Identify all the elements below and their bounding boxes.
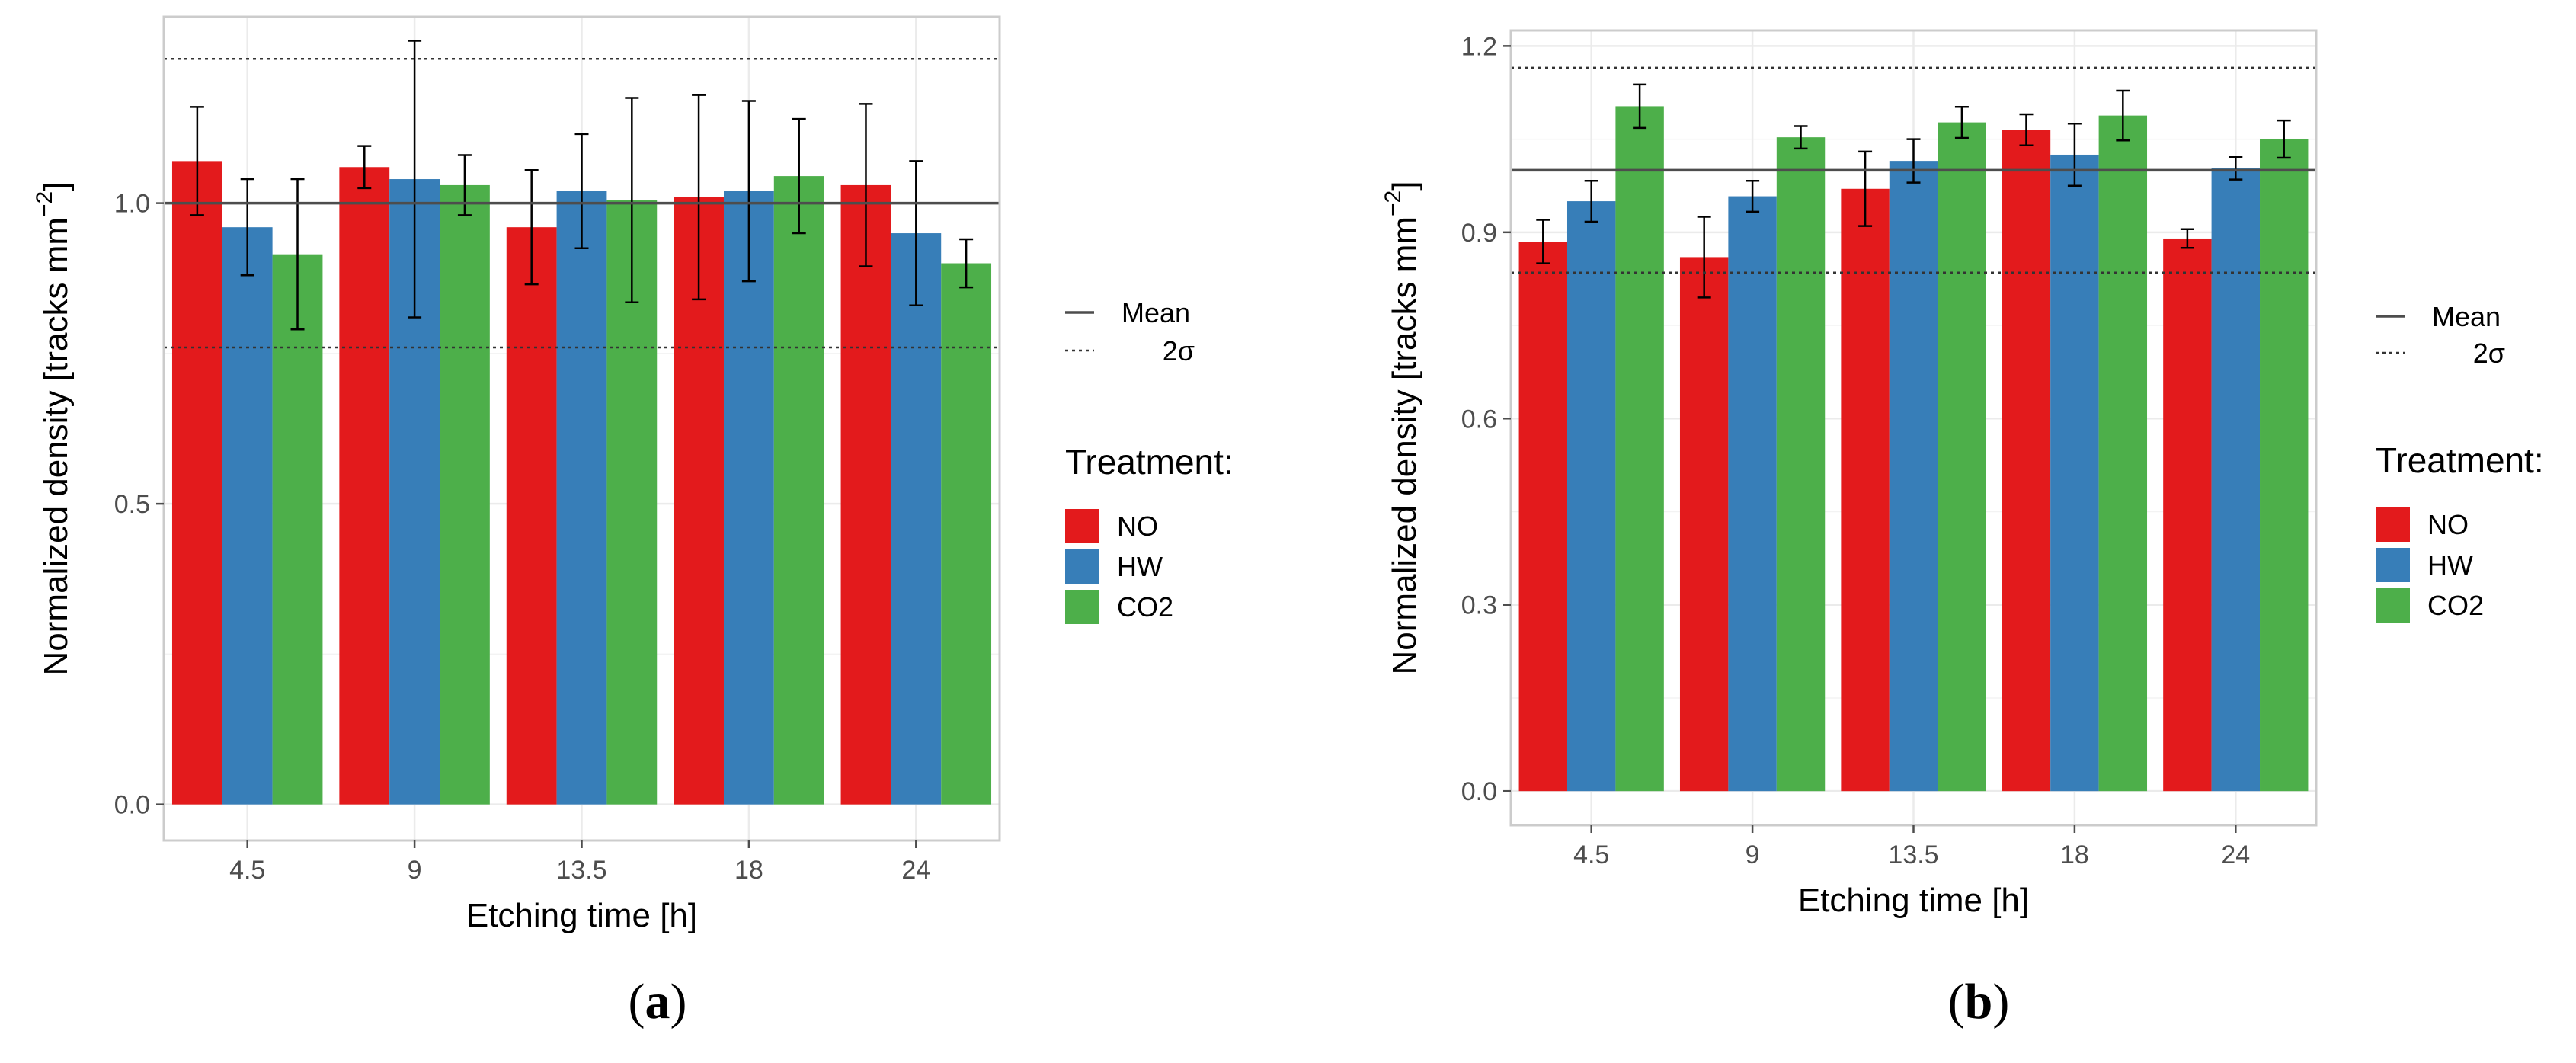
- error-bars: [190, 40, 974, 331]
- legend: Mean 2σ Treatment: NO HW CO2: [1065, 297, 1234, 624]
- legend-label-no: NO: [1117, 511, 1158, 542]
- x-axis: 4.5 9 13.5 18 24: [1573, 825, 2250, 869]
- legend: Mean 2σ Treatment: NO HW CO2: [2376, 301, 2544, 623]
- x-tick-label: 24: [901, 856, 930, 885]
- error-bars: [1536, 83, 2291, 299]
- x-tick-label: 4.5: [229, 856, 265, 885]
- legend-swatch-hw: [2376, 548, 2410, 582]
- bar-no-18: [2002, 130, 2051, 792]
- bar-hw-4.5: [1566, 201, 1616, 792]
- legend-sigma-label: 2σ: [1163, 335, 1195, 367]
- y-tick-label: 1.2: [1461, 32, 1497, 61]
- legend-swatch-hw: [1065, 549, 1099, 584]
- y-axis-title-superscript: −2: [32, 191, 57, 217]
- bar-co2-4.5: [272, 254, 323, 805]
- y-axis-title: Normalized density [tracks mm−2]: [32, 182, 75, 676]
- y-axis-title-main: Normalized density [tracks mm: [1386, 216, 1423, 674]
- bar-co2-24: [2260, 139, 2309, 792]
- y-axis-title-superscript: −2: [1381, 191, 1406, 216]
- y-tick-label: 0.0: [114, 791, 150, 820]
- caption-letter: b: [1965, 974, 1993, 1029]
- x-tick-label: 13.5: [556, 856, 606, 885]
- x-axis-title: Etching time [h]: [466, 897, 697, 934]
- legend-label-co2: CO2: [1117, 591, 1173, 623]
- x-axis-title: Etching time [h]: [1798, 882, 2029, 919]
- x-tick-label: 9: [1746, 840, 1760, 869]
- bar-co2-24: [941, 263, 992, 805]
- y-tick-label: 1.0: [114, 190, 150, 219]
- caption-close: ): [670, 974, 687, 1029]
- bars: [1518, 106, 2309, 792]
- x-tick-label: 24: [2221, 840, 2250, 869]
- legend-swatch-co2: [1065, 590, 1099, 624]
- caption-close: ): [1992, 974, 2009, 1029]
- bar-hw-18: [2050, 154, 2099, 792]
- bar-no-9: [1679, 257, 1729, 792]
- legend-label-co2: CO2: [2427, 590, 2484, 621]
- bar-hw-9: [1728, 196, 1777, 792]
- x-tick-label: 4.5: [1573, 840, 1609, 869]
- legend-label-no: NO: [2427, 509, 2469, 540]
- bar-hw-13.5: [1889, 161, 1938, 792]
- y-axis-title: Normalized density [tracks mm−2]: [1381, 181, 1423, 675]
- bar-hw-13.5: [556, 191, 607, 805]
- legend-mean-label: Mean: [2432, 301, 2501, 332]
- y-axis: 0.0 0.3 0.6 0.9 1.2: [1461, 32, 1511, 806]
- bar-hw-24: [891, 233, 942, 805]
- bar-no-24: [840, 184, 891, 805]
- x-tick-label: 9: [408, 856, 422, 885]
- legend-title: Treatment:: [2376, 440, 2544, 480]
- y-tick-label: 0.0: [1461, 777, 1497, 806]
- bar-no-13.5: [506, 227, 557, 805]
- bars: [171, 161, 992, 805]
- y-axis-title-main: Normalized density [tracks mm: [37, 217, 75, 675]
- bar-hw-4.5: [222, 227, 273, 805]
- x-tick-label: 18: [734, 856, 763, 885]
- panel-caption: (a): [629, 974, 687, 1029]
- y-tick-label: 0.5: [114, 490, 150, 519]
- y-axis: 0.0 0.5 1.0: [114, 190, 164, 820]
- panel-caption: (b): [1948, 974, 2010, 1029]
- bar-co2-9: [440, 184, 490, 805]
- bar-no-13.5: [1841, 188, 1890, 792]
- bar-co2-9: [1776, 137, 1826, 792]
- y-tick-label: 0.9: [1461, 219, 1497, 248]
- legend-mean-label: Mean: [1122, 297, 1190, 328]
- bar-no-4.5: [171, 161, 222, 805]
- bar-no-9: [339, 167, 390, 805]
- bar-no-4.5: [1518, 242, 1567, 792]
- caption-open: (: [629, 974, 645, 1029]
- bar-hw-24: [2211, 168, 2261, 792]
- legend-title: Treatment:: [1065, 442, 1234, 482]
- caption-letter: a: [645, 974, 670, 1029]
- caption-open: (: [1948, 974, 1965, 1029]
- y-axis-title-end: ]: [1386, 181, 1423, 191]
- legend-swatch-co2: [2376, 588, 2410, 623]
- y-axis-title-end: ]: [37, 182, 75, 191]
- x-axis: 4.5 9 13.5 18 24: [229, 840, 930, 885]
- legend-label-hw: HW: [2427, 549, 2473, 581]
- bar-no-24: [2163, 238, 2212, 792]
- chart-panel-a: 0.0 0.5 1.0 4.5 9 13.5 18 24 Etching time [h] Nor…: [32, 15, 1234, 1029]
- x-tick-label: 13.5: [1888, 840, 1938, 869]
- y-tick-label: 0.3: [1461, 591, 1497, 620]
- bar-co2-18: [773, 176, 824, 805]
- legend-sigma-label: 2σ: [2473, 338, 2505, 369]
- legend-label-hw: HW: [1117, 551, 1163, 582]
- bar-co2-13.5: [1938, 122, 1986, 792]
- bar-co2-18: [2098, 115, 2148, 792]
- bar-co2-4.5: [1615, 106, 1664, 792]
- x-tick-label: 18: [2060, 840, 2089, 869]
- bar-hw-18: [723, 191, 774, 805]
- chart-panel-b: 0.0 0.3 0.6 0.9 1.2 4.5 9 13.5 18 24 Etching time …: [1381, 29, 2544, 1029]
- legend-swatch-no: [2376, 507, 2410, 542]
- legend-swatch-no: [1065, 509, 1099, 543]
- y-tick-label: 0.6: [1461, 405, 1497, 434]
